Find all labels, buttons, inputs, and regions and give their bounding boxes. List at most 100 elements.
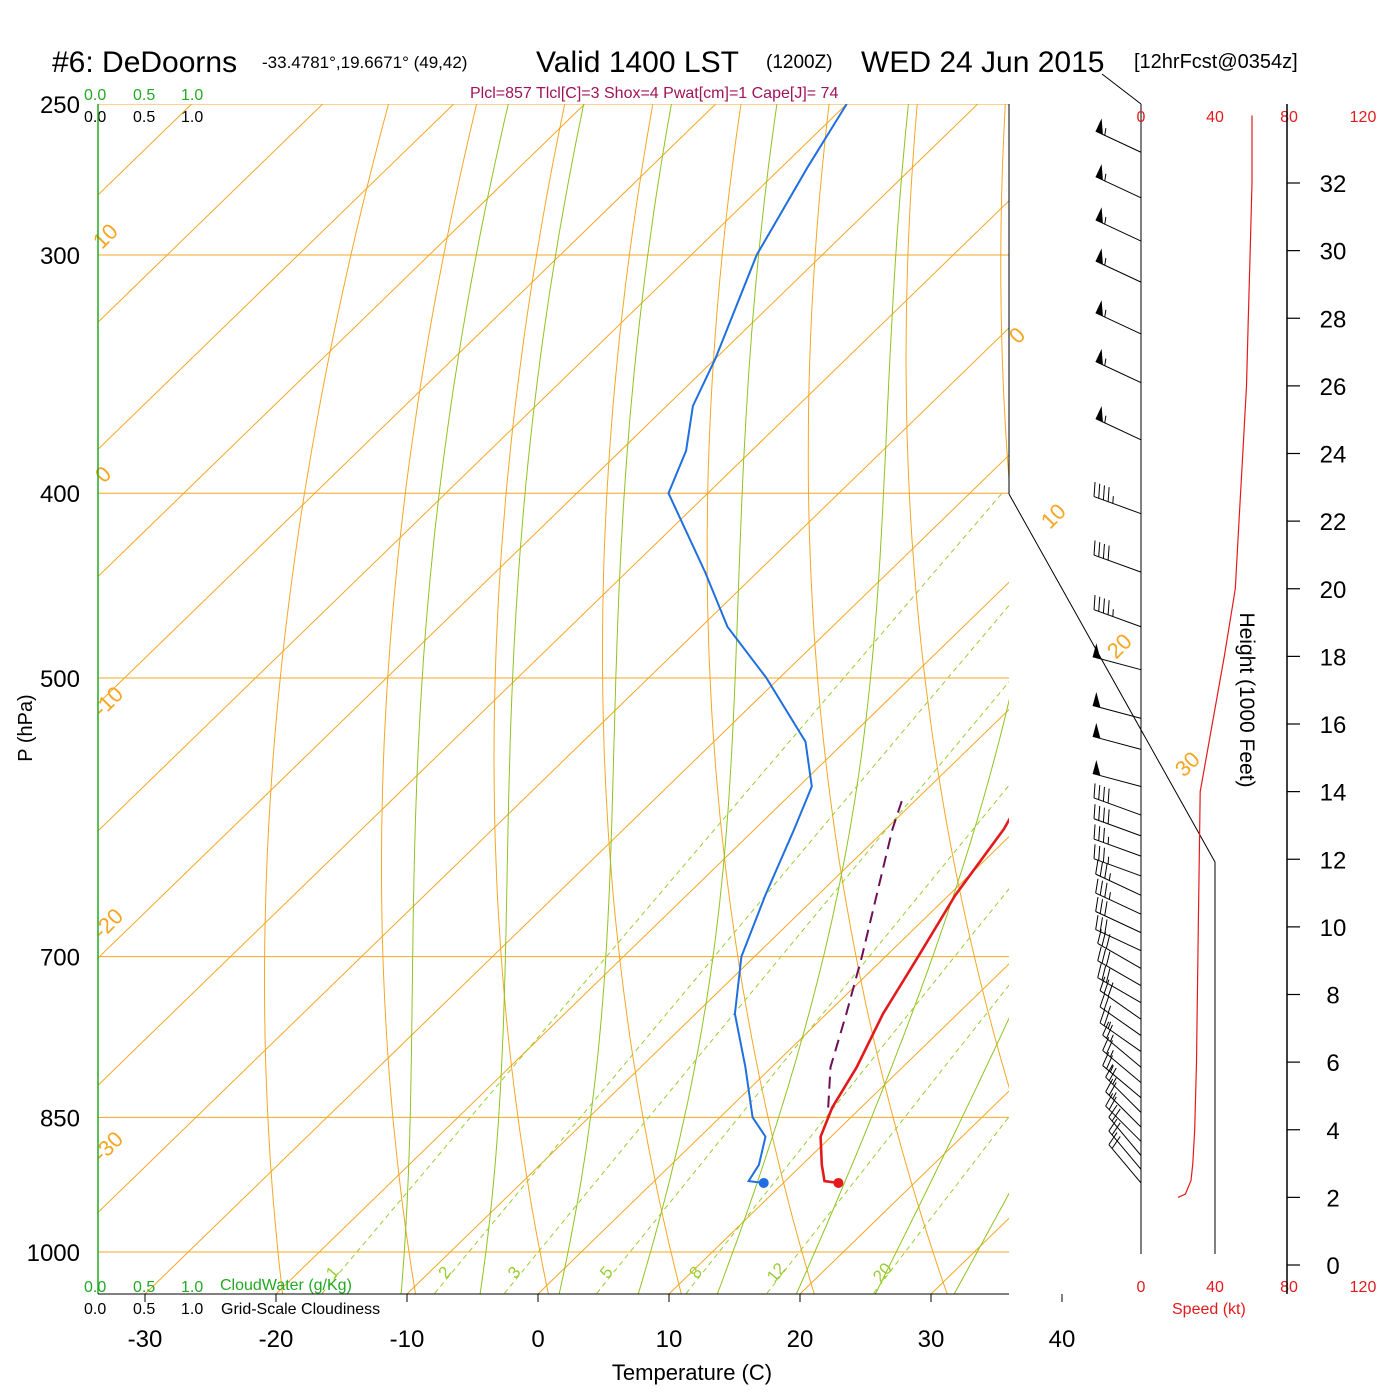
wind-barb <box>1095 164 1142 199</box>
moist-adiabat <box>637 104 778 1294</box>
dry-adiabat <box>264 104 389 1294</box>
isotherm-label: -30 <box>88 1126 128 1166</box>
wind-barb <box>1099 1008 1142 1052</box>
height-tick-label: 6 <box>1326 1050 1339 1077</box>
temperature-tick-label: 0 <box>531 1326 544 1353</box>
dry-adiabat <box>807 104 948 1294</box>
height-tick-label: 18 <box>1320 644 1347 671</box>
forecast-info: [12hrFcst@0354z] <box>1134 51 1298 73</box>
height-tick-label: 28 <box>1320 306 1347 333</box>
height-tick-label: 2 <box>1326 1185 1339 1212</box>
isotherm-label: 30 <box>1170 747 1205 782</box>
isotherm-label: 0 <box>90 461 116 487</box>
cloudwater-bottom-0: 0.0 <box>84 1279 106 1296</box>
isotherm-line <box>668 963 1009 1294</box>
cloudwater-scale-2: 1.0 <box>181 87 203 104</box>
mixing-ratio-line <box>765 984 1009 1294</box>
isotherm-line <box>98 104 848 832</box>
wind-barb <box>1097 963 1142 1004</box>
wind-barb <box>1092 643 1142 671</box>
cloud-scale-top: 0.0 0.5 1.0 0.0 0.5 1.0 <box>84 87 203 126</box>
moist-adiabat <box>716 104 909 1294</box>
mixing-ratio-line <box>503 681 1009 1294</box>
isotherm-line <box>799 1090 1009 1294</box>
speed-tick-label: 120 <box>1350 1279 1377 1296</box>
temperature-axis-label: Temperature (C) <box>612 1360 772 1385</box>
height-tick-label: 4 <box>1326 1118 1339 1145</box>
isotherm-line <box>98 104 586 578</box>
pressure-axis: 250 300 400 500 700 850 1000 <box>27 92 80 1267</box>
cloud-scale-bottom: 0.0 0.5 1.0 CloudWater (g/Kg) 0.0 0.5 1.… <box>84 1277 380 1318</box>
temperature-tick-label: 10 <box>656 1326 683 1353</box>
dry-adiabat <box>1000 104 1009 486</box>
wind-barb <box>1102 1021 1142 1068</box>
wind-speed-line <box>1177 115 1253 1198</box>
pressure-tick-label: 1000 <box>27 1240 80 1267</box>
temperature-axis: -30 -20 -10 0 10 20 30 40 <box>128 1294 1075 1353</box>
isotherm-line <box>98 200 1009 1086</box>
surface-temperature-dot <box>833 1177 844 1188</box>
wind-speed-trace <box>1177 115 1253 1198</box>
isotherm-line <box>537 836 1009 1294</box>
moist-adiabat <box>400 104 509 1294</box>
stability-indices: Plcl=857 Tlcl[C]=3 Shox=4 Pwat[cm]=1 Cap… <box>470 85 838 102</box>
pressure-tick-label: 250 <box>40 92 80 119</box>
pressure-axis-label: P (hPa) <box>15 694 37 761</box>
pressure-tick-label: 850 <box>40 1105 80 1132</box>
isotherm-line <box>1062 104 1400 1294</box>
isotherm-line <box>98 327 1009 1214</box>
height-tick-label: 22 <box>1320 509 1347 536</box>
surface-dewpoint-dot <box>758 1177 769 1188</box>
wind-barb <box>1099 992 1142 1036</box>
mixing-ratio-line <box>433 604 1009 1294</box>
temperature-tick-label: 20 <box>787 1326 814 1353</box>
wind-barb <box>1093 783 1142 816</box>
wind-barb <box>1108 1104 1142 1156</box>
sounding-traces <box>667 104 1009 1188</box>
barb-top-marker <box>1101 73 1142 105</box>
speed-tick-label: 80 <box>1280 109 1298 126</box>
temperature-tick-label: -20 <box>259 1326 294 1353</box>
cloudiness-scale-0: 0.0 <box>84 109 106 126</box>
speed-tick-label: 0 <box>1137 109 1146 126</box>
speed-tick-label: 40 <box>1206 109 1224 126</box>
height-tick-label: 30 <box>1320 239 1347 266</box>
wind-barb <box>1108 1118 1142 1170</box>
height-tick-label: 10 <box>1320 915 1347 942</box>
dry-adiabat <box>1182 104 1400 1300</box>
moist-adiabat <box>558 104 672 1294</box>
station-title: #6: DeDoorns <box>52 46 237 79</box>
temperature-tick-label: -10 <box>390 1326 425 1353</box>
mixing-ratio-line <box>320 492 1003 1294</box>
dry-adiabat <box>602 104 682 1294</box>
mixing-ratio-line <box>872 1115 1009 1294</box>
pressure-tick-label: 700 <box>40 945 80 972</box>
dry-adiabat <box>706 104 815 1294</box>
wind-barb <box>1095 300 1142 335</box>
dry-adiabat <box>1358 104 1400 1300</box>
moist-adiabat <box>795 698 1009 1294</box>
isotherm-line <box>98 104 717 705</box>
temperature-tick-label: 30 <box>918 1326 945 1353</box>
wind-barb <box>1095 405 1142 441</box>
height-tick-label: 8 <box>1326 983 1339 1010</box>
cloudwater-bottom-1: 0.5 <box>133 1279 155 1296</box>
wind-barb <box>1108 1132 1142 1184</box>
station-coords: -33.4781°,19.6671° (49,42) <box>262 53 467 72</box>
wind-barb <box>1095 878 1142 915</box>
cloudiness-scale-2: 1.0 <box>181 109 203 126</box>
speed-tick-label: 40 <box>1206 1279 1224 1296</box>
temperature-tick-label: -30 <box>128 1326 163 1353</box>
mixing-ratio-label: 12 <box>763 1259 790 1286</box>
dry-adiabat <box>381 104 478 1294</box>
height-tick-label: 0 <box>1326 1253 1339 1280</box>
isotherm-line <box>406 708 1009 1294</box>
temperature-trace <box>819 817 1009 1185</box>
wind-barb <box>1097 946 1142 987</box>
zulu-time: (1200Z) <box>766 52 833 73</box>
moist-adiabat <box>479 104 585 1294</box>
wind-barb <box>1093 595 1142 628</box>
isotherm-labels: 10 0 -10 -20 -30 0 10 20 30 <box>88 219 1205 1167</box>
cloudwater-legend: CloudWater (g/Kg) <box>220 1277 352 1294</box>
